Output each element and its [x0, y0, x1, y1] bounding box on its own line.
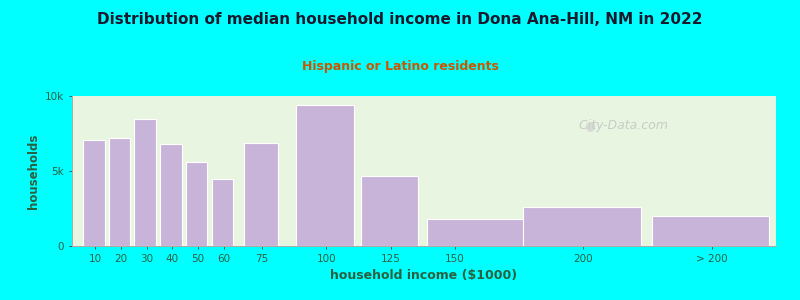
Bar — [427, 219, 544, 246]
Bar — [297, 105, 354, 246]
Bar — [361, 176, 418, 246]
Bar — [160, 144, 182, 246]
Bar — [211, 178, 233, 246]
Bar — [244, 142, 278, 246]
Bar — [652, 216, 769, 246]
Text: Hispanic or Latino residents: Hispanic or Latino residents — [302, 60, 498, 73]
Y-axis label: households: households — [26, 133, 39, 209]
Text: City-Data.com: City-Data.com — [574, 119, 667, 133]
Bar — [523, 207, 641, 246]
Text: Distribution of median household income in Dona Ana-Hill, NM in 2022: Distribution of median household income … — [98, 12, 702, 27]
Bar — [109, 138, 130, 246]
Bar — [186, 162, 207, 246]
X-axis label: household income ($1000): household income ($1000) — [330, 269, 518, 282]
Text: ●: ● — [584, 119, 595, 133]
Bar — [83, 140, 105, 246]
Bar — [134, 118, 156, 246]
